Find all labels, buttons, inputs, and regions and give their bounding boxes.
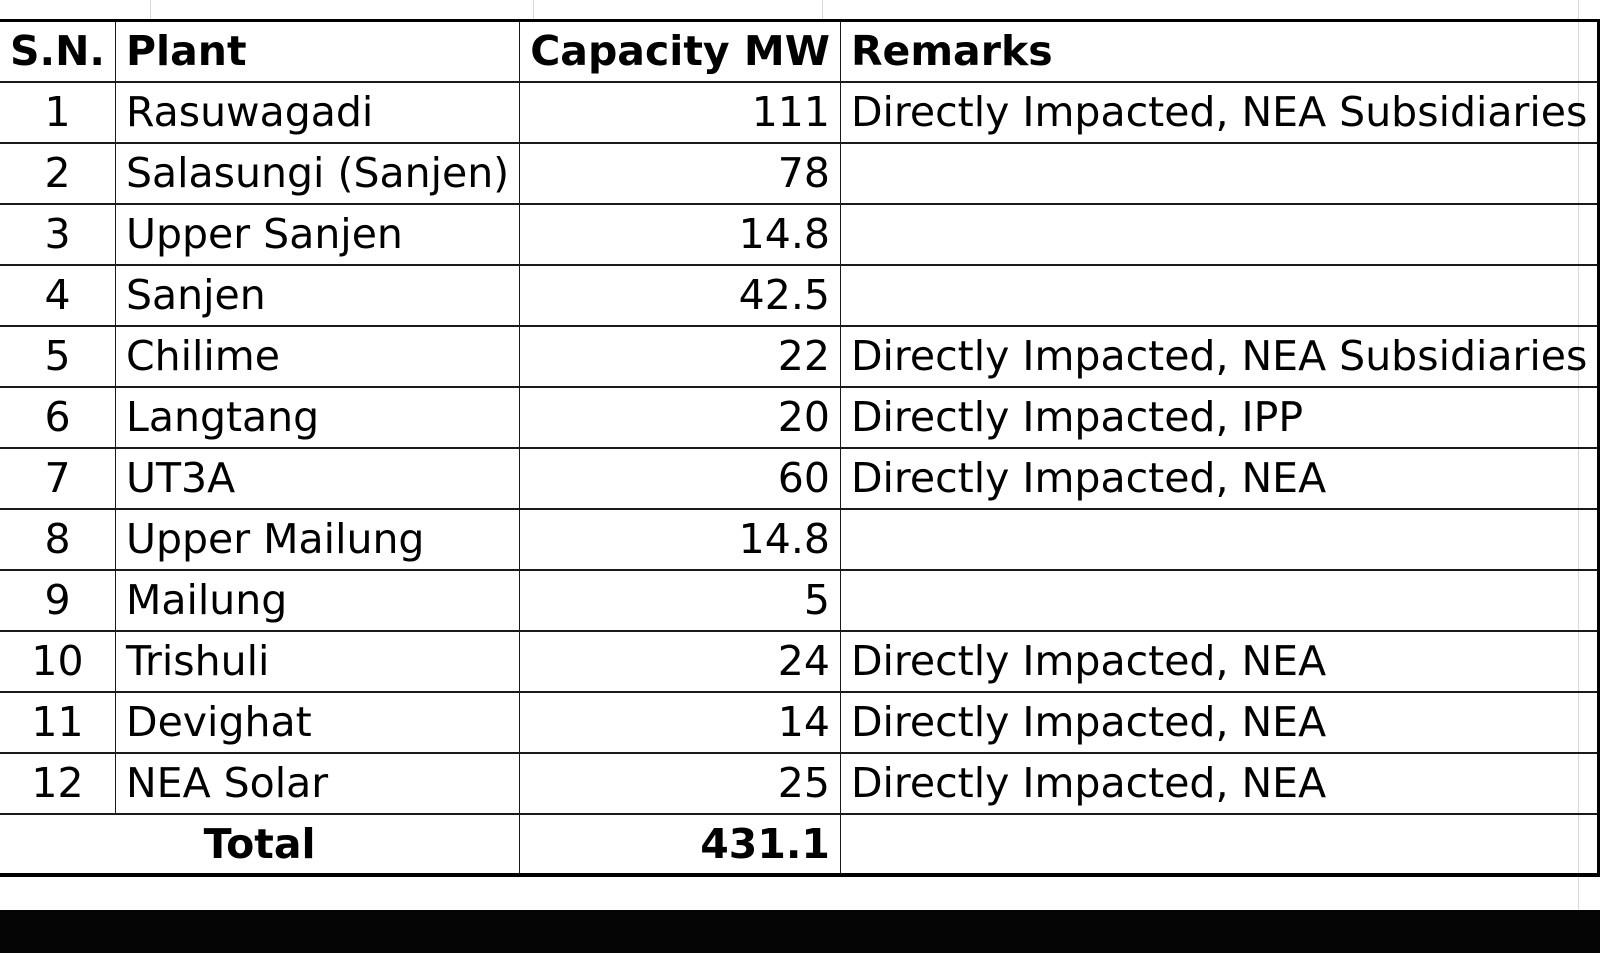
- cell-plant[interactable]: Mailung: [114, 568, 521, 632]
- header-sn[interactable]: S.N.: [0, 19, 116, 83]
- table-row: 11 Devighat 14 Directly Impacted, NEA: [0, 690, 1600, 754]
- cell-remarks[interactable]: [839, 202, 1600, 266]
- cell-sn[interactable]: 11: [0, 690, 116, 754]
- cell-sn[interactable]: 6: [0, 385, 116, 449]
- table-row: 6 Langtang 20 Directly Impacted, IPP: [0, 385, 1600, 449]
- cell-capacity[interactable]: 5: [519, 568, 841, 632]
- cell-sn[interactable]: 7: [0, 446, 116, 510]
- cell-remarks[interactable]: Directly Impacted, NEA Subsidiaries: [839, 80, 1600, 144]
- gridline: [150, 0, 151, 20]
- cell-sn[interactable]: 8: [0, 507, 116, 571]
- cell-remarks[interactable]: [839, 263, 1600, 327]
- cell-capacity[interactable]: 24: [519, 629, 841, 693]
- cell-capacity[interactable]: 42.5: [519, 263, 841, 327]
- table-row: 4 Sanjen 42.5: [0, 263, 1600, 327]
- cell-capacity[interactable]: 22: [519, 324, 841, 388]
- header-row: S.N. Plant Capacity MW Remarks: [0, 19, 1600, 83]
- cell-plant[interactable]: Salasungi (Sanjen): [114, 141, 521, 205]
- gridline: [822, 0, 823, 20]
- cell-remarks[interactable]: Directly Impacted, NEA Subsidiaries: [839, 324, 1600, 388]
- cell-plant[interactable]: Upper Mailung: [114, 507, 521, 571]
- cell-plant[interactable]: Trishuli: [114, 629, 521, 693]
- cell-sn[interactable]: 1: [0, 80, 116, 144]
- table-row: 12 NEA Solar 25 Directly Impacted, NEA: [0, 751, 1600, 815]
- cell-capacity[interactable]: 20: [519, 385, 841, 449]
- header-plant[interactable]: Plant: [114, 19, 521, 83]
- cell-remarks[interactable]: Directly Impacted, NEA: [839, 629, 1600, 693]
- cell-capacity[interactable]: 78: [519, 141, 841, 205]
- cell-sn[interactable]: 12: [0, 751, 116, 815]
- cell-capacity[interactable]: 14.8: [519, 507, 841, 571]
- table-row: 8 Upper Mailung 14.8: [0, 507, 1600, 571]
- cell-sn[interactable]: 4: [0, 263, 116, 327]
- total-capacity[interactable]: 431.1: [519, 812, 841, 877]
- table-row: 9 Mailung 5: [0, 568, 1600, 632]
- cell-plant[interactable]: Langtang: [114, 385, 521, 449]
- total-row: Total 431.1: [0, 812, 1600, 877]
- table-row: 10 Trishuli 24 Directly Impacted, NEA: [0, 629, 1600, 693]
- sheet-gridlines-top: [0, 0, 1600, 20]
- header-remarks[interactable]: Remarks: [839, 19, 1600, 83]
- cell-capacity[interactable]: 60: [519, 446, 841, 510]
- cell-remarks[interactable]: [839, 507, 1600, 571]
- table-row: 7 UT3A 60 Directly Impacted, NEA: [0, 446, 1600, 510]
- cell-capacity[interactable]: 25: [519, 751, 841, 815]
- bottom-bar: [0, 910, 1600, 953]
- cell-remarks[interactable]: Directly Impacted, NEA: [839, 690, 1600, 754]
- plant-capacity-table: S.N. Plant Capacity MW Remarks 1 Rasuwaga…: [0, 19, 1600, 877]
- table-row: 3 Upper Sanjen 14.8: [0, 202, 1600, 266]
- table-row: 2 Salasungi (Sanjen) 78: [0, 141, 1600, 205]
- cell-plant[interactable]: Upper Sanjen: [114, 202, 521, 266]
- cell-sn[interactable]: 9: [0, 568, 116, 632]
- table-row: 5 Chilime 22 Directly Impacted, NEA Subsidi…: [0, 324, 1600, 388]
- cell-sn[interactable]: 2: [0, 141, 116, 205]
- cell-capacity[interactable]: 14.8: [519, 202, 841, 266]
- cell-remarks[interactable]: Directly Impacted, NEA: [839, 446, 1600, 510]
- total-remarks[interactable]: [839, 812, 1600, 877]
- table-row: 1 Rasuwagadi 111 Directly Impacted, NEA Sub…: [0, 80, 1600, 144]
- cell-capacity[interactable]: 14: [519, 690, 841, 754]
- total-label[interactable]: Total: [0, 812, 521, 877]
- cell-plant[interactable]: NEA Solar: [114, 751, 521, 815]
- cell-remarks[interactable]: [839, 141, 1600, 205]
- cell-remarks[interactable]: [839, 568, 1600, 632]
- cell-remarks[interactable]: Directly Impacted, NEA: [839, 751, 1600, 815]
- gridline: [533, 0, 534, 20]
- cell-sn[interactable]: 3: [0, 202, 116, 266]
- cell-sn[interactable]: 10: [0, 629, 116, 693]
- cell-plant[interactable]: Devighat: [114, 690, 521, 754]
- cell-capacity[interactable]: 111: [519, 80, 841, 144]
- cell-sn[interactable]: 5: [0, 324, 116, 388]
- cell-plant[interactable]: UT3A: [114, 446, 521, 510]
- cell-plant[interactable]: Rasuwagadi: [114, 80, 521, 144]
- header-capacity[interactable]: Capacity MW: [519, 19, 841, 83]
- cell-plant[interactable]: Chilime: [114, 324, 521, 388]
- cell-remarks[interactable]: Directly Impacted, IPP: [839, 385, 1600, 449]
- cell-plant[interactable]: Sanjen: [114, 263, 521, 327]
